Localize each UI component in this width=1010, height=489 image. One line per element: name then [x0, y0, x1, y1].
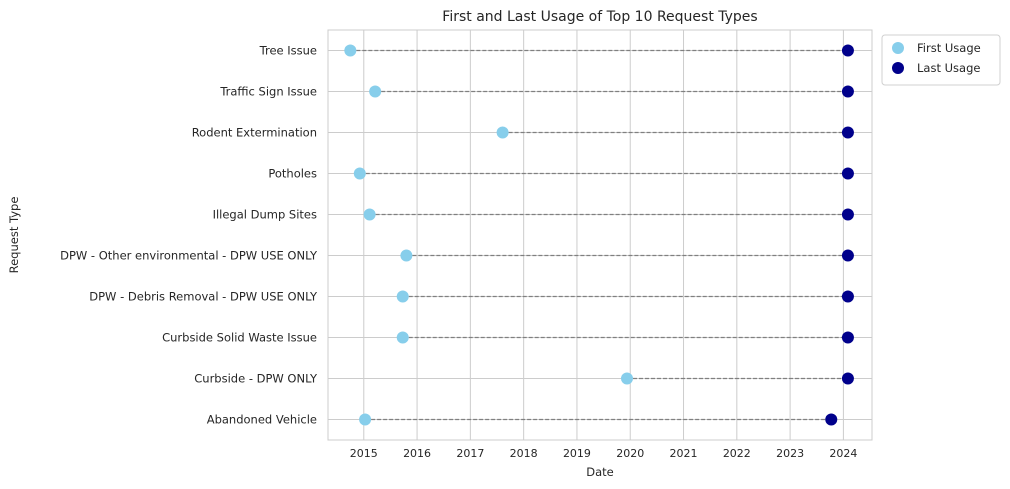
first-usage-point: [344, 44, 357, 57]
y-tick-label: DPW - Other environmental - DPW USE ONLY: [60, 249, 318, 263]
last-usage-point: [841, 85, 854, 98]
last-usage-point: [841, 126, 854, 139]
y-tick-label: Illegal Dump Sites: [213, 208, 317, 222]
first-usage-point: [396, 331, 409, 344]
y-axis-label: Request Type: [7, 197, 21, 274]
legend-marker: [892, 42, 904, 54]
plot-frame: [327, 29, 873, 441]
legend-label: Last Usage: [917, 61, 980, 75]
legend: First Usage Last Usage: [881, 34, 1001, 86]
last-usage-point: [825, 413, 838, 426]
last-usage-point: [841, 290, 854, 303]
x-axis-label: Date: [586, 465, 614, 479]
first-usage-point: [496, 126, 509, 139]
last-usage-point: [841, 331, 854, 344]
legend-marker: [892, 62, 904, 74]
y-tick-label: Tree Issue: [259, 44, 317, 58]
chart-title: First and Last Usage of Top 10 Request T…: [442, 9, 757, 25]
legend-label: First Usage: [917, 41, 981, 55]
y-tick-label: Potholes: [268, 167, 317, 181]
y-tick-label: Traffic Sign Issue: [219, 85, 317, 99]
x-tick-label: 2016: [403, 447, 431, 460]
last-usage-point: [841, 372, 854, 385]
last-usage-point: [841, 44, 854, 57]
x-tick-label: 2020: [616, 447, 644, 460]
x-tick-label: 2022: [723, 447, 751, 460]
first-usage-point: [400, 249, 413, 262]
last-usage-point: [841, 249, 854, 262]
legend-box: [881, 34, 1001, 86]
first-usage-point: [353, 167, 366, 180]
x-tick-label: 2019: [563, 447, 591, 460]
y-tick-label: Rodent Extermination: [192, 126, 317, 140]
y-tick-label: Abandoned Vehicle: [207, 413, 317, 427]
y-tick-label: Curbside Solid Waste Issue: [162, 331, 317, 345]
y-tick-label: DPW - Debris Removal - DPW USE ONLY: [89, 290, 318, 304]
first-usage-point: [359, 413, 372, 426]
first-usage-point: [369, 85, 382, 98]
first-usage-point: [396, 290, 409, 303]
y-tick-label: Curbside - DPW ONLY: [194, 372, 318, 386]
x-tick-label: 2017: [456, 447, 484, 460]
first-usage-point: [363, 208, 376, 221]
x-tick-label: 2018: [510, 447, 538, 460]
x-tick-label: 2021: [670, 447, 698, 460]
last-usage-point: [841, 167, 854, 180]
plot-area: 2015 2016 2017 2018 2019 2020 2021 2022 2023 2024…: [60, 29, 873, 460]
first-usage-point: [620, 372, 633, 385]
x-tick-label: 2023: [776, 447, 804, 460]
last-usage-point: [841, 208, 854, 221]
x-tick-label: 2015: [350, 447, 378, 460]
x-tick-label: 2024: [829, 447, 857, 460]
